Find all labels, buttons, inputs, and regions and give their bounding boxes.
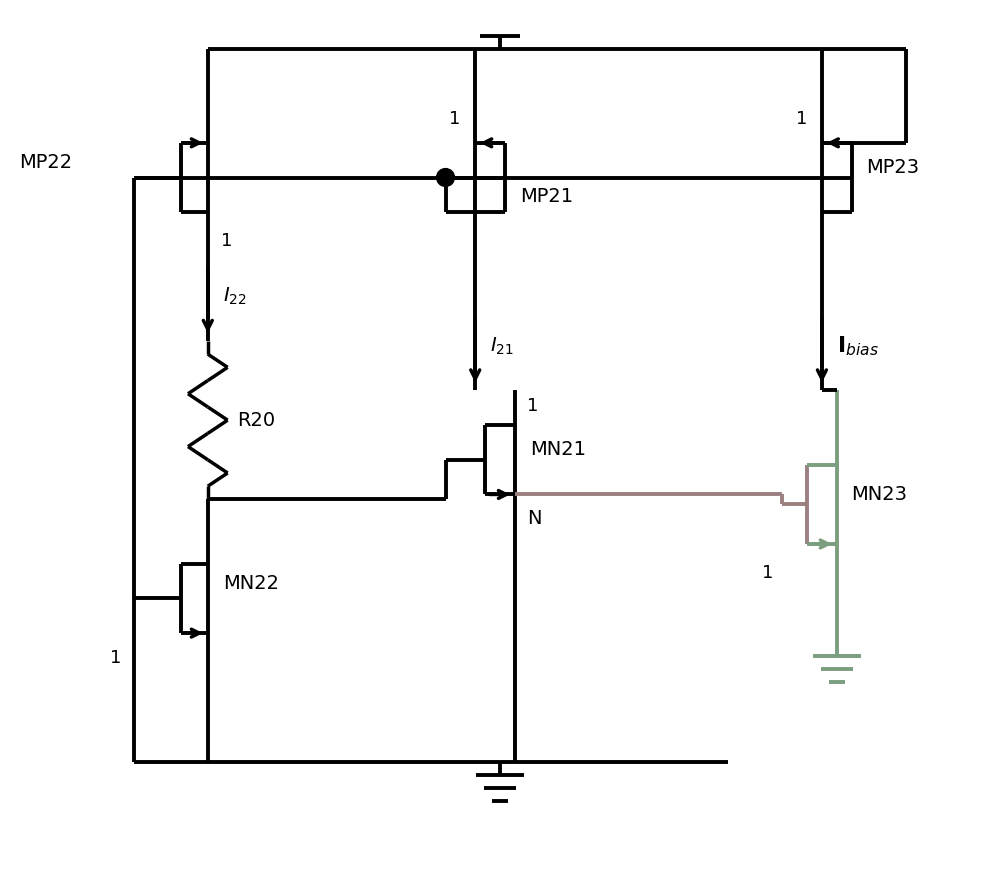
- Circle shape: [437, 169, 454, 186]
- Text: MN21: MN21: [530, 440, 586, 459]
- Text: 1: 1: [110, 649, 122, 667]
- Text: 1: 1: [796, 110, 807, 128]
- Text: 1: 1: [527, 397, 538, 416]
- Text: N: N: [527, 509, 541, 528]
- Text: $I_{22}$: $I_{22}$: [223, 286, 246, 307]
- Text: $\mathbf{I}_{bias}$: $\mathbf{I}_{bias}$: [837, 334, 879, 358]
- Text: MP22: MP22: [20, 153, 73, 172]
- Text: MP21: MP21: [520, 187, 573, 206]
- Text: 1: 1: [762, 564, 773, 582]
- Text: 1: 1: [221, 232, 232, 249]
- Text: MN23: MN23: [852, 485, 908, 504]
- Text: $I_{21}$: $I_{21}$: [490, 335, 514, 356]
- Text: MP23: MP23: [866, 158, 920, 177]
- Text: R20: R20: [238, 410, 276, 430]
- Text: MN22: MN22: [223, 574, 279, 593]
- Text: 1: 1: [449, 110, 460, 128]
